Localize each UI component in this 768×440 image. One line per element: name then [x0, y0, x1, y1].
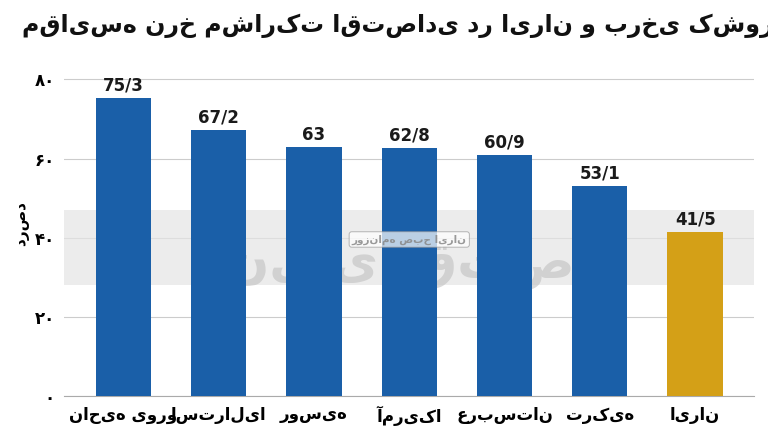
- Text: 63: 63: [303, 125, 326, 143]
- Bar: [572, 186, 627, 396]
- Text: 75/3: 75/3: [103, 77, 144, 95]
- Text: 41/5: 41/5: [675, 211, 716, 229]
- Bar: [65, 210, 754, 286]
- Text: 62/8: 62/8: [389, 126, 429, 144]
- Text: روزنامه صبح ایران: روزنامه صبح ایران: [352, 235, 467, 245]
- Text: 53/1: 53/1: [580, 165, 621, 183]
- Bar: [667, 232, 723, 396]
- Bar: [382, 147, 437, 396]
- Y-axis label: درصد: درصد: [14, 202, 29, 246]
- Bar: [191, 130, 247, 396]
- Bar: [96, 98, 151, 396]
- Bar: [286, 147, 342, 396]
- Text: دنیای اقتصاد: دنیای اقتصاد: [201, 240, 617, 290]
- Text: 67/2: 67/2: [198, 109, 239, 127]
- Bar: [477, 155, 532, 396]
- Title: مقایسه نرخ مشارکت اقتصادی در ایران و برخی کشورها: مقایسه نرخ مشارکت اقتصادی در ایران و برخ…: [22, 14, 768, 38]
- Text: 60/9: 60/9: [484, 134, 525, 152]
